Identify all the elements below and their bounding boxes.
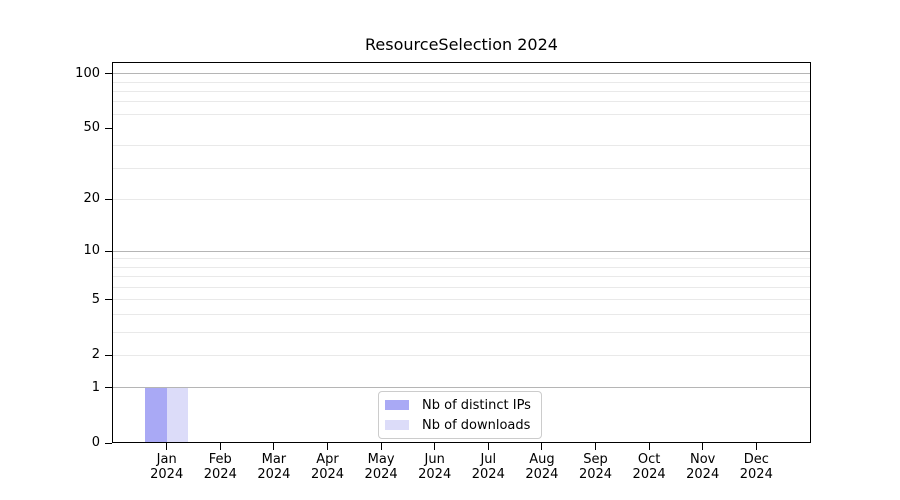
x-axis-tick [166, 443, 168, 450]
x-axis-tick-label-line: 2024 [257, 467, 291, 482]
x-axis-tick-label: Oct 2024 [617, 452, 681, 482]
legend-item-downloads: Nb of downloads [385, 415, 535, 435]
x-axis-tick [487, 443, 489, 450]
x-axis-tick-label-line: 2024 [471, 467, 505, 482]
x-axis-tick-label-line: 2024 [310, 467, 345, 482]
x-axis-tick-label: Aug 2024 [510, 452, 574, 482]
y-axis-tick-label: 2 [91, 347, 100, 363]
x-axis-tick-label: Nov 2024 [671, 452, 735, 482]
y-axis-tick [105, 442, 112, 444]
gridline-major [113, 250, 810, 252]
x-axis-tick-label-line: 2024 [418, 467, 452, 482]
legend-label-downloads: Nb of downloads [422, 417, 531, 433]
gridline-minor [113, 331, 810, 333]
x-axis-tick-label-line: Aug [529, 452, 555, 467]
x-axis-tick-label: Jul 2024 [456, 452, 520, 482]
x-axis-tick-label-line: Apr [316, 452, 339, 467]
x-axis-tick-label: Sep 2024 [564, 452, 628, 482]
x-axis-tick-label-line: 2024 [632, 467, 666, 482]
x-axis-tick [541, 443, 543, 450]
x-axis-tick [327, 443, 328, 450]
x-axis-tick-label-line: Jul [480, 452, 497, 467]
x-axis-tick-label: Jun 2024 [403, 452, 467, 482]
x-axis-tick-label-line: 2024 [203, 467, 237, 482]
x-axis-tick-label-line: 2024 [578, 467, 613, 482]
x-axis-tick-label-line: 2024 [686, 467, 720, 482]
legend: Nb of distinct IPs Nb of downloads [378, 391, 542, 439]
x-axis-tick [219, 443, 221, 450]
x-axis-tick [434, 443, 436, 450]
gridline-minor [113, 90, 810, 92]
y-axis-tick [105, 127, 112, 129]
x-axis-tick-label: Mar 2024 [242, 452, 306, 482]
legend-swatch-distinct-ips [385, 400, 409, 410]
y-axis-tick-label: 1 [91, 379, 100, 395]
x-axis-tick-label-line: Feb [208, 452, 232, 467]
x-axis-tick-label-line: 2024 [739, 467, 773, 482]
gridline-minor [113, 81, 810, 83]
gridline-minor [113, 286, 810, 288]
bar-distinct-ips [145, 387, 167, 443]
x-axis-tick-label: Feb 2024 [188, 452, 252, 482]
gridline-major [113, 73, 810, 75]
y-axis-tick [105, 354, 112, 356]
gridline-minor [113, 198, 810, 200]
x-axis-tick-label-line: Nov [690, 452, 716, 467]
gridline-minor [113, 276, 810, 278]
x-axis-tick-label-line: Sep [583, 452, 608, 467]
legend-item-distinct-ips: Nb of distinct IPs [385, 395, 535, 415]
y-axis-tick [105, 198, 112, 200]
y-axis-tick-label: 5 [91, 291, 100, 307]
gridline-minor [113, 167, 810, 169]
legend-swatch-downloads [385, 420, 409, 430]
x-axis-tick-label-line: 2024 [364, 467, 398, 482]
y-axis-tick-label: 10 [83, 243, 100, 259]
gridline-minor [113, 113, 810, 115]
x-axis-tick-label-line: Mar [261, 452, 287, 467]
x-axis-tick-label-line: Jun [424, 452, 445, 467]
gridline-minor [113, 299, 810, 301]
x-axis-tick [273, 443, 275, 450]
x-axis-tick [595, 443, 596, 450]
y-axis-tick-label: 100 [75, 65, 100, 81]
x-axis-tick [648, 443, 650, 450]
gridline-minor [113, 258, 810, 260]
gridline-minor [113, 101, 810, 103]
legend-label-distinct-ips: Nb of distinct IPs [422, 397, 531, 413]
x-axis-tick-label-line: Jan [156, 452, 177, 467]
plot-area-border [112, 62, 811, 443]
gridline-major [113, 387, 810, 389]
x-axis-tick-label: Apr 2024 [296, 452, 360, 482]
x-axis-tick-label-line: Oct [637, 452, 661, 467]
x-axis-tick-label: May 2024 [349, 452, 413, 482]
y-axis-tick [105, 250, 112, 252]
y-axis-tick-label: 50 [83, 120, 100, 136]
y-axis-tick-label: 0 [91, 435, 100, 450]
gridline-minor [113, 145, 810, 147]
x-axis-tick [702, 443, 704, 450]
x-axis-tick-label: Dec 2024 [724, 452, 788, 482]
y-axis-tick [105, 73, 112, 75]
x-axis-tick-label-line: Dec [743, 452, 769, 467]
y-axis-tick [105, 299, 112, 301]
gridline-minor [113, 313, 810, 315]
y-axis-tick [105, 387, 112, 389]
gridline-minor [113, 354, 810, 356]
gridline-minor [113, 266, 810, 268]
chart-title: ResourceSelection 2024 [365, 35, 558, 54]
x-axis-tick-label-line: 2024 [525, 467, 559, 482]
y-axis-tick-label: 20 [83, 191, 100, 207]
x-axis-tick [380, 443, 382, 450]
x-axis-tick-label: Jan 2024 [135, 452, 199, 482]
x-axis-tick-label-line: 2024 [150, 467, 184, 482]
bar-downloads [166, 387, 189, 443]
x-axis-tick [755, 443, 757, 450]
x-axis-tick-label-line: May [367, 452, 395, 467]
